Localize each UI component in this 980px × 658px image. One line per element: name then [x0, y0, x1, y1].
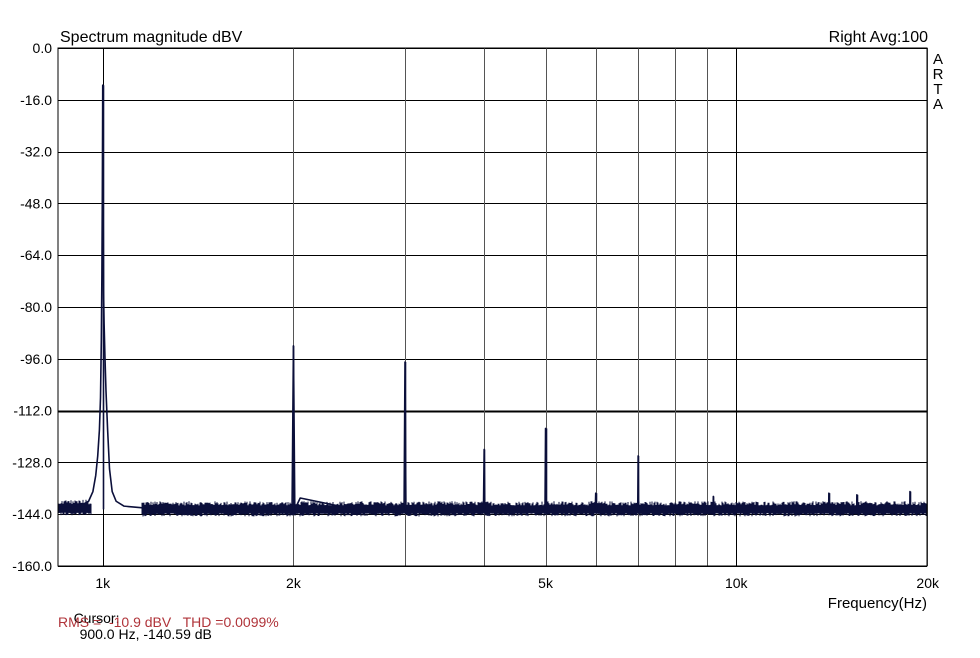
watermark-letter-0: A	[933, 51, 943, 68]
noise-floor-band	[58, 499, 928, 517]
y-tick-label-10: -160.0	[12, 558, 52, 574]
rms-thd-readout: RMS = -10.9 dBV THD =0.0099%	[58, 614, 279, 630]
x-axis-label: Frequency(Hz)	[828, 595, 927, 612]
x-tick-labels: 1k 2k 5k 10k 20k	[95, 575, 940, 591]
watermark-letter-1: R	[933, 66, 944, 83]
spectrum-trace	[59, 84, 927, 511]
cursor-readout: Cursor: 900.0 Hz, -140.59 dB	[58, 594, 212, 658]
x-tick-label-2: 5k	[538, 575, 554, 591]
y-tick-label-8: -128.0	[12, 454, 52, 470]
x-tick-label-0: 1k	[95, 575, 111, 591]
watermark-letter-3: A	[933, 96, 943, 113]
channel-label: Right	[829, 29, 867, 46]
plot-frame	[57, 47, 928, 567]
grid-layer	[58, 48, 928, 567]
y-tick-label-6: -96.0	[20, 351, 52, 367]
x-tick-label-1: 2k	[286, 575, 302, 591]
cursor-label: Cursor:	[73, 610, 120, 626]
avg-label: Avg:100	[870, 29, 929, 46]
trace-layer	[58, 84, 928, 517]
y-tick-label-0: 0.0	[33, 40, 53, 56]
watermark-letter-2: T	[933, 81, 942, 98]
y-tick-label-9: -144.0	[12, 506, 52, 522]
y-tick-labels: 0.0 -16.0 -32.0 -48.0 -64.0 -80.0 -96.0 -112.0 -…	[12, 40, 52, 574]
y-tick-label-4: -64.0	[20, 247, 52, 263]
y-tick-label-1: -16.0	[20, 92, 52, 108]
cursor-value: 900.0 Hz, -140.59 dB	[79, 626, 212, 642]
y-tick-label-3: -48.0	[20, 195, 52, 211]
y-tick-label-7: -112.0	[13, 403, 52, 419]
y-tick-label-2: -32.0	[20, 144, 52, 160]
x-tick-label-3: 10k	[725, 575, 749, 591]
chart-title: Spectrum magnitude dBV	[60, 29, 243, 46]
y-tick-label-5: -80.0	[20, 299, 52, 315]
x-tick-label-4: 20k	[916, 575, 940, 591]
